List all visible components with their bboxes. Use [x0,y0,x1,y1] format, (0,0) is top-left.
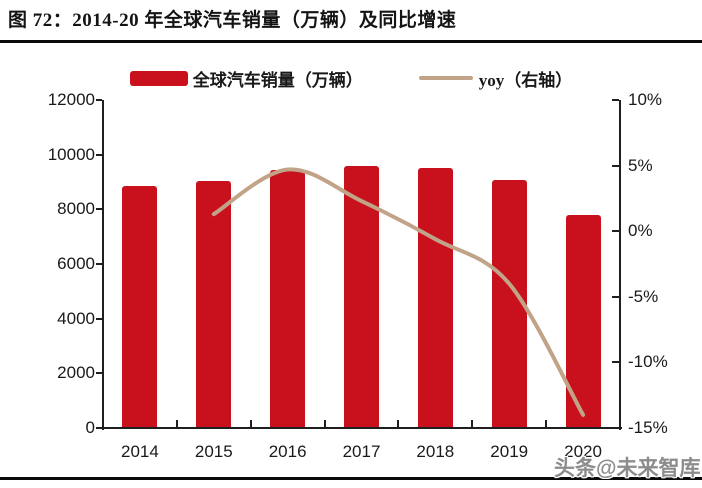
left-axis-tick [96,372,102,375]
legend-label-yoy: yoy（右轴） [478,70,573,90]
bottom-divider [0,477,702,480]
left-axis-tick [96,317,102,320]
sales-bar [491,180,527,427]
sales-bar [417,168,453,427]
x-axis-tick [397,420,400,427]
left-axis-tick [96,208,102,211]
left-axis-line [101,100,104,430]
x-axis-label: 2014 [121,442,159,461]
right-axis-tick [612,99,619,101]
left-axis-label: 8000 [57,199,95,219]
figure-title: 图 72：2014-20 年全球汽车销量（万辆）及同比增速 [8,10,457,31]
legend-item-sales: 全球汽车销量（万辆） [129,66,363,91]
x-axis-tick [545,420,548,427]
left-axis-tick [96,153,102,156]
right-axis-tick [612,164,619,167]
x-axis-line [101,427,622,429]
left-axis-label: 4000 [57,308,95,328]
left-axis-label: 10000 [47,144,95,164]
sales-bar [270,169,306,427]
sales-bar [565,214,601,427]
x-axis-label: 2017 [342,442,381,461]
left-axis-tick [96,263,102,265]
legend-label-sales: 全球汽车销量（万辆） [192,70,363,90]
bar-series-swatch [129,70,188,86]
sales-bar [122,185,158,427]
left-axis-label: 2000 [57,363,95,383]
x-axis-label: 2015 [194,442,233,461]
x-axis-label: 2016 [268,442,307,461]
x-axis-tick [323,420,326,427]
left-axis-label: 12000 [47,90,95,109]
right-axis-tick [612,361,619,364]
x-axis-label: 2020 [564,442,602,461]
x-axis-tick [175,420,178,427]
line-series-swatch [418,76,473,80]
sales-bar [344,165,379,427]
watermark: 头条@未来智库 [554,457,701,480]
right-axis-label: 0% [628,221,653,241]
left-axis-tick [96,427,102,429]
right-axis-tick [612,427,619,429]
left-axis-tick [96,99,102,101]
right-axis-label: 10% [628,90,663,109]
right-axis-label: 5% [628,155,653,175]
title-divider [0,40,702,43]
x-axis-tick [249,420,252,427]
right-axis-tick [612,230,619,233]
left-axis-label: 0 [85,418,95,437]
left-axis-label: 6000 [57,254,95,273]
x-axis-label: 2019 [490,442,529,461]
legend-item-yoy: yoy（右轴） [418,66,573,91]
x-axis-label: 2018 [416,442,455,461]
chart-legend: 全球汽车销量（万辆） yoy（右轴） [0,62,702,94]
right-axis-tick [612,295,619,298]
right-axis-label: -5% [628,286,659,306]
right-axis-label: -15% [628,418,668,437]
sales-bar [196,181,232,427]
right-axis-label: -10% [628,352,668,372]
right-axis-line [618,100,621,430]
x-axis-tick [471,420,474,427]
